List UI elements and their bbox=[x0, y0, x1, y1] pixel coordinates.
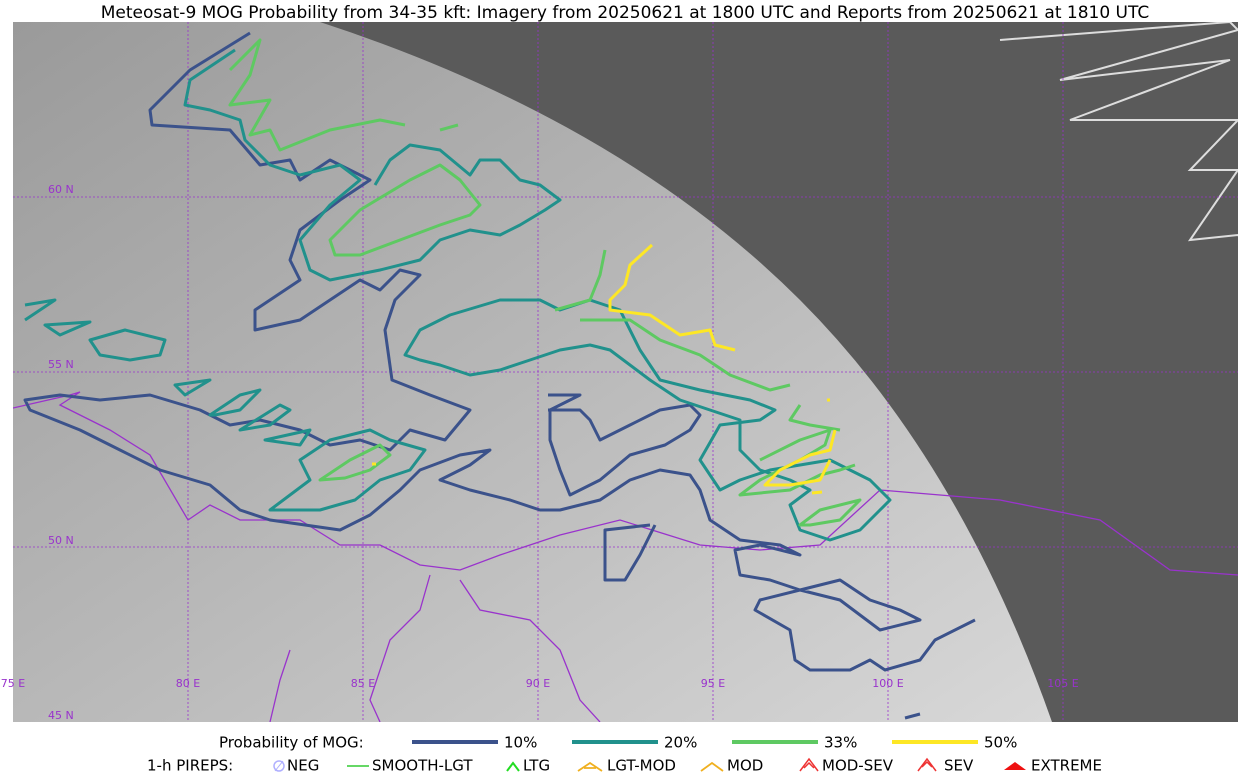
legend-item: NEG bbox=[287, 757, 319, 775]
lat-label: 55 N bbox=[48, 358, 74, 371]
borders bbox=[13, 391, 1238, 722]
legend-probability: Probability of MOG: 10% 20% 33% 50% bbox=[219, 734, 1017, 752]
lon-label: 80 E bbox=[176, 677, 200, 690]
legend-item: MOD-SEV bbox=[822, 757, 894, 775]
legend-title: 1-h PIREPS: bbox=[147, 757, 233, 775]
lon-label: 85 E bbox=[351, 677, 375, 690]
legend-title: Probability of MOG: bbox=[219, 734, 364, 752]
lon-label: 95 E bbox=[701, 677, 725, 690]
legend-item: SMOOTH-LGT bbox=[372, 757, 473, 775]
lon-label: 75 E bbox=[1, 677, 25, 690]
legend-item: LTG bbox=[523, 757, 550, 775]
lon-label: 100 E bbox=[872, 677, 903, 690]
lat-label: 45 N bbox=[48, 709, 74, 722]
legend-item: 33% bbox=[824, 734, 857, 752]
legend-pireps: 1-h PIREPS: NEG SMOOTH-LGT LTG LGT-MOD M… bbox=[147, 757, 1102, 775]
lon-label: 90 E bbox=[526, 677, 550, 690]
map bbox=[13, 22, 1238, 722]
legend-item: 50% bbox=[984, 734, 1017, 752]
legend-item: 10% bbox=[504, 734, 537, 752]
legend-item: LGT-MOD bbox=[607, 757, 676, 775]
lat-label: 50 N bbox=[48, 534, 74, 547]
title: Meteosat-9 MOG Probability from 34-35 kf… bbox=[101, 3, 1150, 23]
lat-label: 60 N bbox=[48, 183, 74, 196]
lon-label: 105 E bbox=[1047, 677, 1078, 690]
graticule bbox=[13, 22, 1238, 722]
legend-item: MOD bbox=[727, 757, 763, 775]
legend-item: 20% bbox=[664, 734, 697, 752]
contours bbox=[23, 31, 976, 720]
legend-item: SEV bbox=[944, 757, 974, 775]
legend-item: EXTREME bbox=[1031, 757, 1102, 775]
